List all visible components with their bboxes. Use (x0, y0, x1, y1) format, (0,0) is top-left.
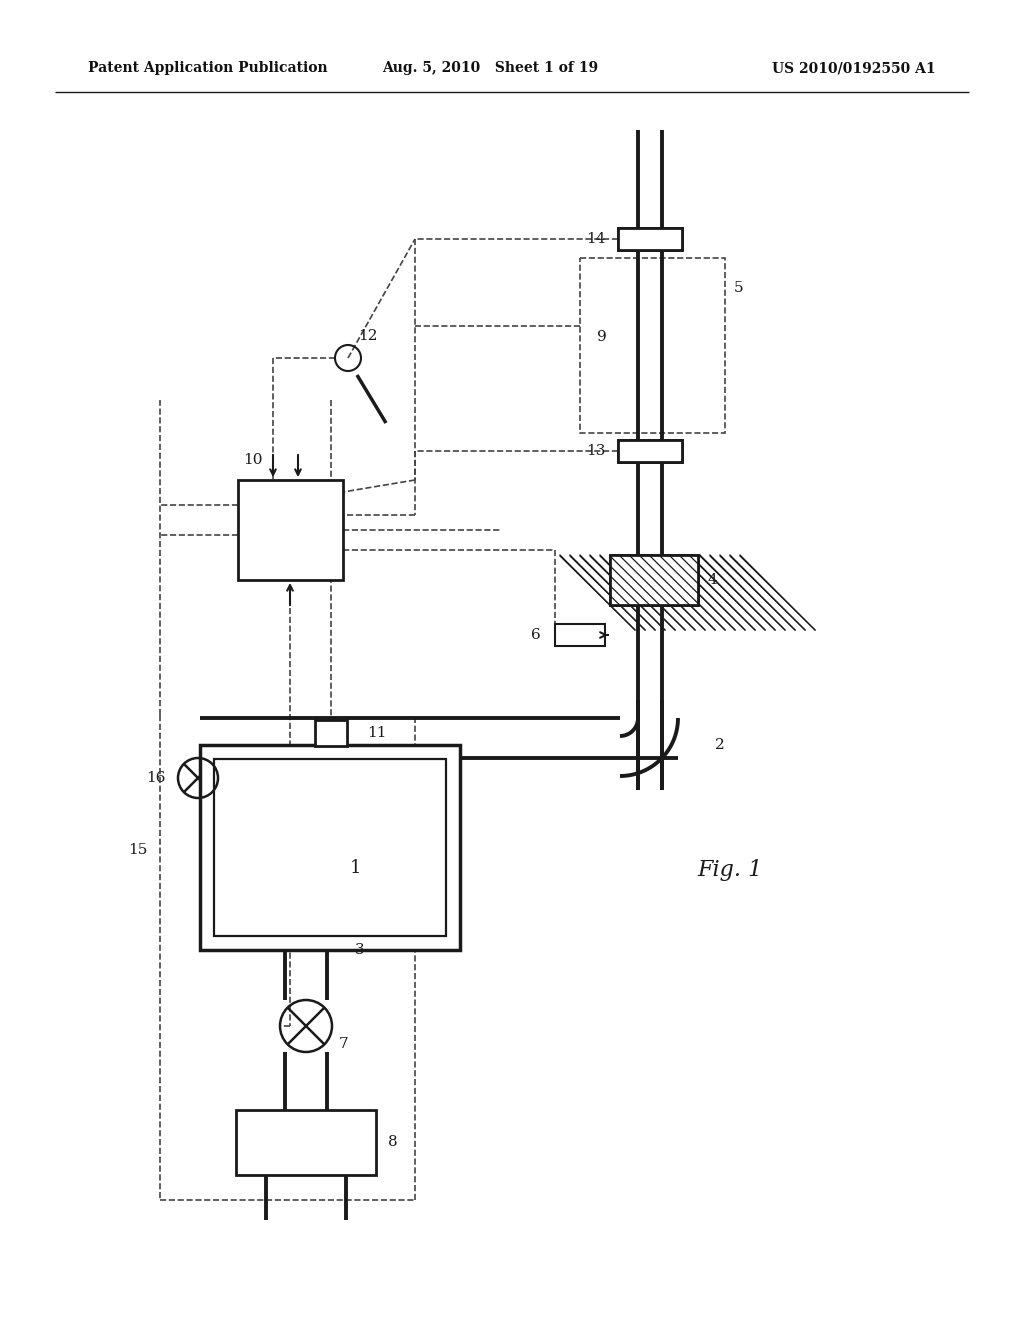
Text: 15: 15 (129, 843, 148, 857)
Bar (610, 554, 698, 605)
Text: 6: 6 (531, 628, 541, 642)
Bar (618, 228, 682, 249)
Bar (236, 1110, 376, 1175)
Bar (555, 624, 605, 645)
Text: Aug. 5, 2010   Sheet 1 of 19: Aug. 5, 2010 Sheet 1 of 19 (382, 61, 598, 75)
Text: 16: 16 (146, 771, 166, 785)
Text: 9: 9 (597, 330, 607, 343)
Text: 8: 8 (388, 1135, 397, 1148)
Text: Fig. 1: Fig. 1 (697, 859, 763, 880)
Bar (611, 556, 697, 605)
Text: 10: 10 (243, 453, 262, 467)
Bar (610, 554, 698, 605)
Text: 13: 13 (587, 444, 606, 458)
Text: 14: 14 (587, 232, 606, 246)
Text: 12: 12 (358, 329, 378, 343)
Text: US 2010/0192550 A1: US 2010/0192550 A1 (772, 61, 936, 75)
Text: 2: 2 (715, 738, 725, 752)
Text: 11: 11 (368, 726, 387, 741)
Text: 7: 7 (339, 1038, 349, 1051)
Bar (610, 554, 698, 605)
Bar (315, 719, 347, 746)
Bar (238, 480, 343, 579)
Bar (618, 228, 682, 249)
Text: 3: 3 (355, 942, 365, 957)
Text: Patent Application Publication: Patent Application Publication (88, 61, 328, 75)
Text: 5: 5 (734, 281, 743, 294)
Bar (214, 759, 446, 936)
Text: 1: 1 (350, 859, 361, 876)
Bar (618, 440, 682, 462)
Bar (200, 744, 460, 950)
Bar (618, 440, 682, 462)
Text: 4: 4 (708, 573, 717, 587)
Bar (580, 257, 725, 433)
